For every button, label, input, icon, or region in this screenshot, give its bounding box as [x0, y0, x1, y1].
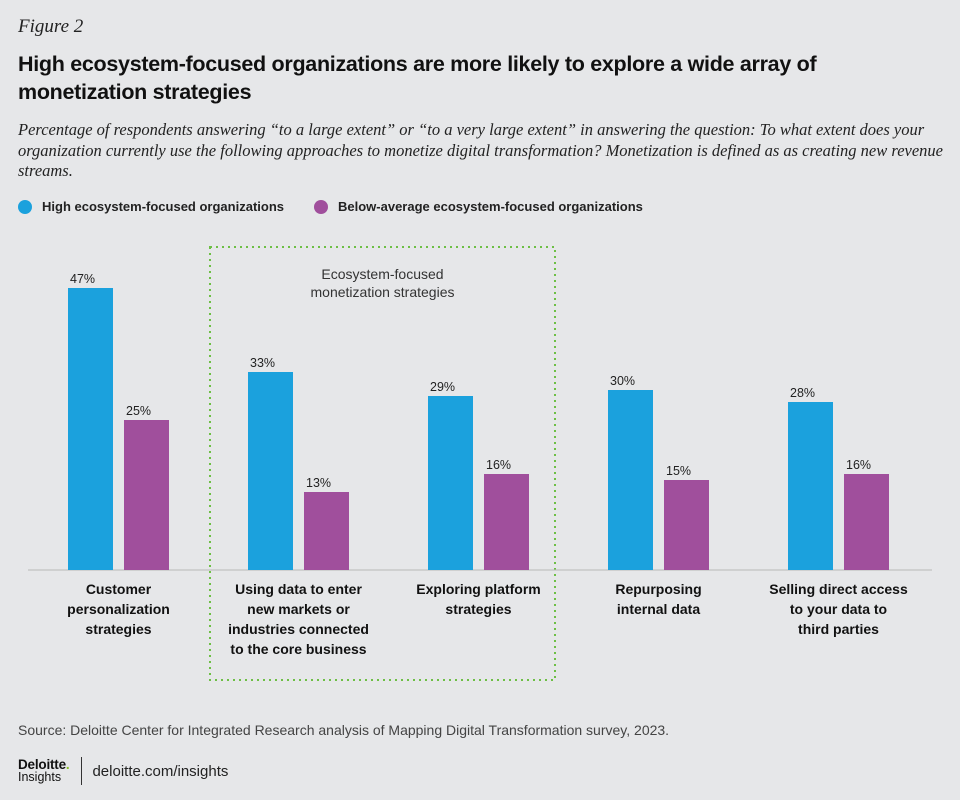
category-label: internal data	[617, 601, 700, 617]
data-label: 15%	[666, 464, 691, 478]
bar-high	[68, 288, 113, 570]
legend-label-high: High ecosystem-focused organizations	[42, 199, 284, 214]
category-label: Exploring platform	[416, 581, 540, 597]
legend-label-below: Below-average ecosystem-focused organiza…	[338, 199, 643, 214]
annotation-label: Ecosystem-focused	[321, 266, 443, 282]
legend-swatch-high	[18, 199, 32, 214]
bar-below	[844, 474, 889, 570]
data-label: 28%	[790, 386, 815, 400]
bar-high	[788, 402, 833, 570]
data-label: 33%	[250, 356, 275, 370]
category-label: strategies	[85, 621, 151, 637]
bar-high	[248, 372, 293, 570]
data-label: 29%	[430, 380, 455, 394]
brand-sub: Insights	[18, 770, 62, 784]
legend-item-below: Below-average ecosystem-focused organiza…	[314, 199, 643, 214]
highlight-box	[209, 246, 556, 681]
bar-high	[428, 396, 473, 570]
data-label: 16%	[486, 458, 511, 472]
source-note: Source: Deloitte Center for Integrated R…	[18, 722, 670, 738]
chart-subtitle: Percentage of respondents answering “to …	[18, 120, 943, 180]
data-label: 13%	[306, 476, 331, 490]
data-label: 25%	[126, 404, 151, 418]
brand-name: Deloitte.	[18, 757, 70, 772]
category-label: third parties	[798, 621, 879, 637]
data-label: 16%	[846, 458, 871, 472]
category-label: industries connected	[228, 621, 369, 637]
category-label: to the core business	[230, 641, 366, 657]
bar-high	[608, 390, 653, 570]
category-label: strategies	[445, 601, 511, 617]
figure-label: Figure 2	[18, 16, 84, 37]
footer: Deloitte. Insights deloitte.com/insights	[18, 756, 228, 786]
category-label: Repurposing	[615, 581, 701, 597]
category-label: new markets or	[247, 601, 350, 617]
bar-chart: Ecosystem-focused monetization strategies…	[28, 246, 932, 681]
legend-swatch-below	[314, 199, 328, 214]
legend-item-high: High ecosystem-focused organizations	[18, 199, 284, 214]
data-label: 30%	[610, 374, 635, 388]
bar-below	[124, 420, 169, 570]
category-label: Customer	[86, 581, 152, 597]
footer-url[interactable]: deloitte.com/insights	[92, 762, 229, 780]
bar-below	[484, 474, 529, 570]
category-label: to your data to	[790, 601, 887, 617]
bar-below	[664, 480, 709, 570]
deloitte-insights-logo: Deloitte. Insights	[18, 757, 70, 784]
data-label: 47%	[70, 272, 95, 286]
footer-divider	[81, 757, 83, 785]
category-label: personalization	[67, 601, 170, 617]
chart-title: High ecosystem-focused organizations are…	[18, 52, 817, 104]
category-label: Using data to enter	[235, 581, 362, 597]
annotation-label: monetization strategies	[311, 284, 455, 300]
bar-below	[304, 492, 349, 570]
legend: High ecosystem-focused organizations Bel…	[18, 199, 673, 214]
category-label: Selling direct access	[769, 581, 908, 597]
